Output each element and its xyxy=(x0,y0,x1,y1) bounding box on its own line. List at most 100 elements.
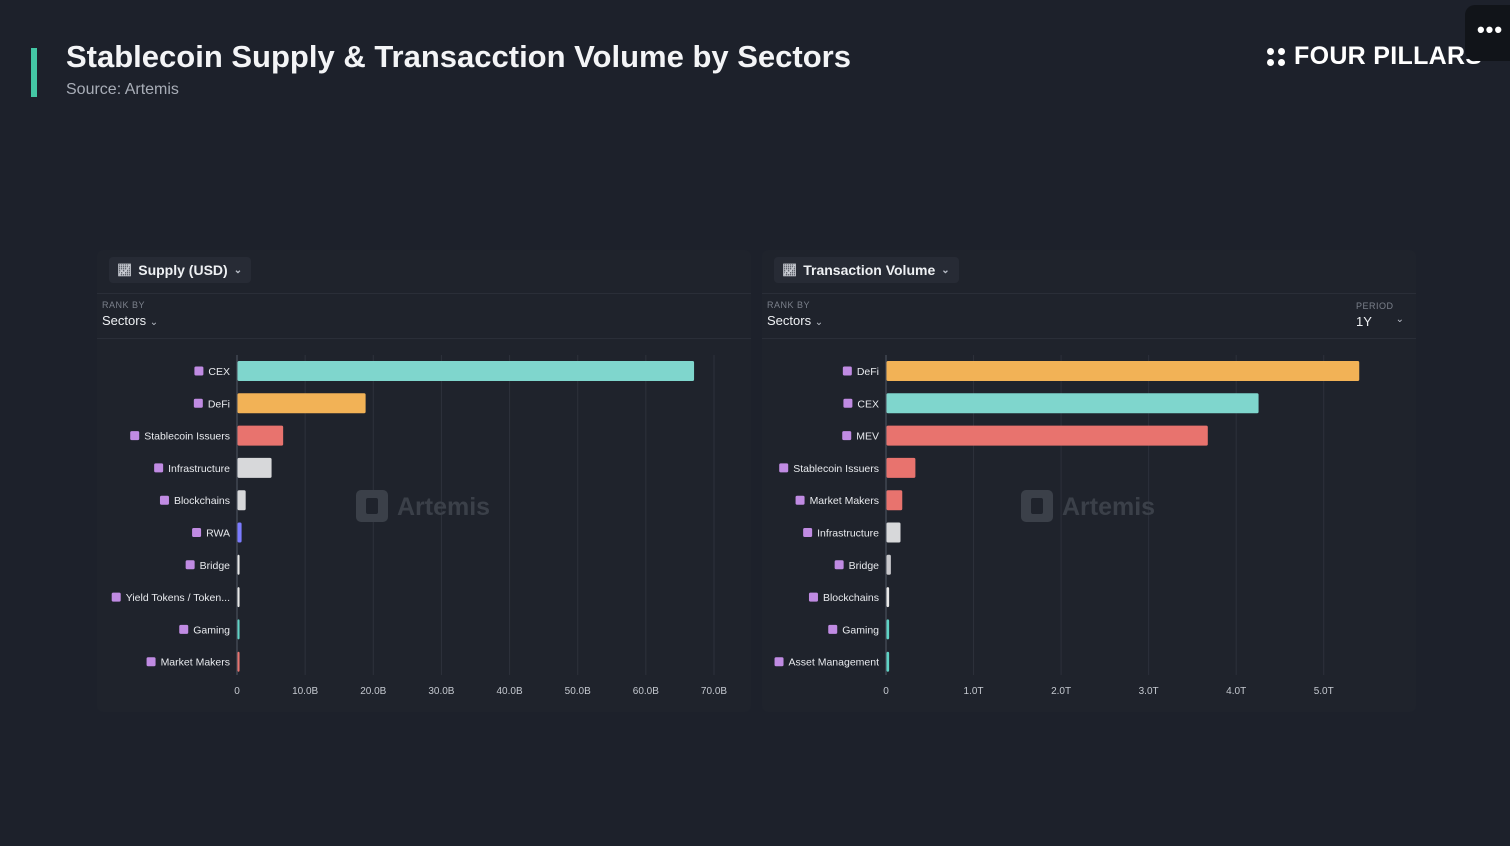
x-tick-label: 30.0B xyxy=(428,686,454,697)
rank-by-dropdown[interactable]: RANK BY Sectors ⌄ xyxy=(102,300,158,328)
x-tick-label: 1.0T xyxy=(964,686,984,697)
sector-icon xyxy=(146,657,156,667)
category-label: RWA xyxy=(206,528,230,540)
category-label: Yield Tokens / Token... xyxy=(126,592,230,604)
sector-icon xyxy=(192,528,202,537)
bar-rwa[interactable] xyxy=(237,522,242,543)
page-title: Stablecoin Supply & Transacction Volume … xyxy=(66,39,851,74)
bar-defi[interactable] xyxy=(237,393,366,414)
bar-gaming[interactable] xyxy=(886,619,890,640)
category-label: Stablecoin Issuers xyxy=(144,431,230,443)
category-label: CEX xyxy=(857,398,879,410)
sector-icon xyxy=(842,366,852,376)
sector-icon xyxy=(843,398,853,408)
bar-blockchains[interactable] xyxy=(886,587,890,608)
sector-icon xyxy=(774,657,784,667)
category-label: Stablecoin Issuers xyxy=(793,463,879,475)
chevron-down-icon: ⌄ xyxy=(1395,314,1404,325)
line-chart-icon: 📈︎ xyxy=(117,263,133,277)
sector-icon xyxy=(842,431,852,441)
x-tick-label: 5.0T xyxy=(1314,686,1334,697)
bar-cex[interactable] xyxy=(237,361,695,381)
sector-icon xyxy=(154,463,164,473)
sector-icon xyxy=(834,560,844,570)
period-dropdown[interactable]: PERIOD 1Y ⌄ xyxy=(1356,301,1404,329)
supply-metric-dropdown[interactable]: 📈︎ Supply (USD) ⌄ xyxy=(109,257,252,283)
sector-icon xyxy=(159,495,169,505)
category-label: Infrastructure xyxy=(168,463,230,475)
brand-logo: FOUR PILLARS xyxy=(1267,42,1482,71)
x-tick-label: 10.0B xyxy=(292,686,318,697)
panel-divider xyxy=(97,293,751,294)
rank-by-label: RANK BY xyxy=(767,300,811,310)
metric-label: Supply (USD) xyxy=(138,262,228,278)
panel-divider xyxy=(762,338,1416,339)
x-tick-label: 40.0B xyxy=(497,686,523,697)
rank-by-dropdown[interactable]: RANK BY Sectors ⌄ xyxy=(767,300,823,328)
category-label: Infrastructure xyxy=(817,528,879,540)
sector-icon xyxy=(111,592,121,602)
x-tick-label: 2.0T xyxy=(1051,686,1071,697)
category-label: CEX xyxy=(208,366,230,378)
sector-icon xyxy=(779,463,789,473)
category-label: Asset Management xyxy=(789,657,880,669)
sector-icon xyxy=(803,528,813,537)
category-label: Blockchains xyxy=(823,592,879,604)
category-label: MEV xyxy=(856,431,879,443)
bar-defi[interactable] xyxy=(886,361,1360,381)
bar-mev[interactable] xyxy=(886,425,1208,446)
chevron-down-icon: ⌄ xyxy=(233,264,243,276)
artemis-watermark: Artemis xyxy=(356,490,490,522)
sector-icon xyxy=(193,398,203,408)
brand-name: FOUR PILLARS xyxy=(1294,42,1483,70)
bar-gaming[interactable] xyxy=(237,619,240,640)
category-label: Bridge xyxy=(849,560,880,572)
bar-yield-tokens-token[interactable] xyxy=(237,587,240,608)
artemis-watermark: Artemis xyxy=(1021,490,1155,522)
volume-metric-dropdown[interactable]: 📈︎ Transaction Volume ⌄ xyxy=(774,257,959,283)
x-tick-label: 50.0B xyxy=(565,686,591,697)
period-value: 1Y xyxy=(1356,314,1372,329)
watermark-text: Artemis xyxy=(397,493,490,521)
x-tick-label: 3.0T xyxy=(1139,686,1159,697)
x-tick-label: 60.0B xyxy=(633,686,659,697)
x-tick-label: 70.0B xyxy=(701,686,727,697)
chevron-down-icon: ⌄ xyxy=(149,317,159,328)
sector-icon xyxy=(179,624,189,634)
category-label: Market Makers xyxy=(161,657,230,669)
four-dots-icon xyxy=(1267,47,1285,66)
metric-label: Transaction Volume xyxy=(803,262,936,278)
bar-market-makers[interactable] xyxy=(886,490,903,511)
bar-asset-management[interactable] xyxy=(886,651,890,672)
category-label: Gaming xyxy=(842,624,879,636)
bar-infrastructure[interactable] xyxy=(886,522,901,543)
sector-icon xyxy=(828,624,838,634)
sector-icon xyxy=(130,431,140,441)
bar-market-makers[interactable] xyxy=(237,651,240,672)
panel-divider xyxy=(762,293,1416,294)
x-tick-label: 4.0T xyxy=(1226,686,1246,697)
bar-blockchains[interactable] xyxy=(237,490,246,511)
bar-cex[interactable] xyxy=(886,393,1259,414)
rank-by-value: Sectors xyxy=(767,313,812,328)
x-tick-label: 20.0B xyxy=(360,686,386,697)
title-accent-bar xyxy=(31,48,37,97)
bar-infrastructure[interactable] xyxy=(237,457,272,478)
sector-icon xyxy=(795,495,805,505)
bar-bridge[interactable] xyxy=(886,554,891,575)
category-label: Blockchains xyxy=(174,495,230,507)
chevron-down-icon: ⌄ xyxy=(941,264,950,276)
bar-bridge[interactable] xyxy=(237,554,240,575)
more-options-button[interactable]: ••• xyxy=(1465,5,1510,61)
bar-stablecoin-issuers[interactable] xyxy=(886,457,916,478)
sector-icon xyxy=(808,592,818,602)
bar-stablecoin-issuers[interactable] xyxy=(237,425,284,446)
sector-icon xyxy=(185,560,195,570)
rank-by-value: Sectors xyxy=(102,313,147,328)
supply-bar-chart: 0 10.0B 20.0B 30.0B 40.0B 50.0B 60.0B 70.0B Arte… xyxy=(111,355,727,697)
sector-icon xyxy=(194,366,204,376)
x-tick-label: 0 xyxy=(234,686,240,697)
category-label: Bridge xyxy=(200,560,231,572)
x-tick-label: 0 xyxy=(883,686,889,697)
period-label: PERIOD xyxy=(1356,301,1394,311)
